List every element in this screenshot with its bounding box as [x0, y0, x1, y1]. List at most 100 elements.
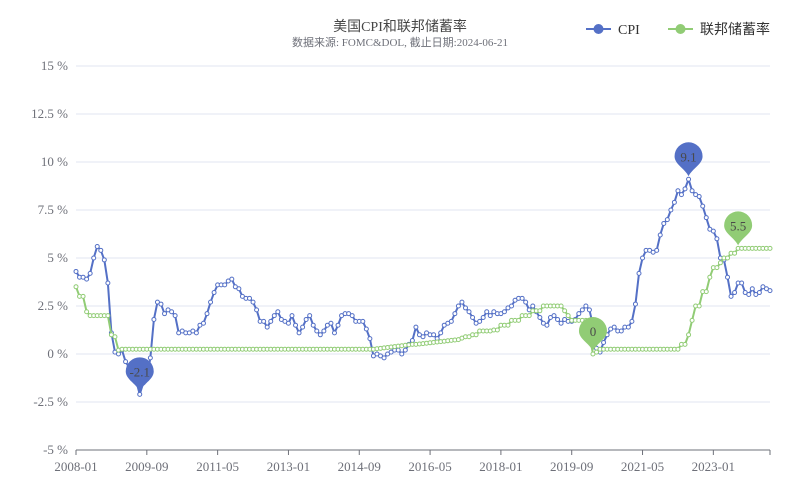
data-point [636, 270, 642, 276]
legend-item-cpi[interactable]: CPI [586, 23, 640, 38]
data-point [537, 315, 543, 321]
data-point [725, 255, 731, 261]
data-point [303, 316, 309, 322]
data-point [696, 194, 702, 200]
data-point [123, 359, 129, 365]
data-point [640, 255, 646, 261]
chart-subtitle: 数据来源: FOMC&DOL, 截止日期:2024-06-21 [292, 35, 508, 49]
data-point [80, 293, 86, 299]
data-point [87, 270, 93, 276]
data-point [714, 236, 720, 242]
data-point [487, 313, 493, 319]
y-tick-label: 10 % [41, 154, 68, 169]
data-point [558, 320, 564, 326]
x-tick-label: 2011-05 [196, 459, 239, 474]
data-point [565, 313, 571, 319]
data-point [746, 291, 752, 297]
marker-pin-shape [724, 211, 753, 246]
data-point [678, 192, 684, 198]
data-point [544, 322, 550, 328]
data-point [466, 309, 472, 315]
data-point [402, 347, 408, 353]
data-point [317, 332, 323, 338]
data-point [558, 303, 564, 309]
value-markers: -2.1 9.1 0 5.5 [125, 142, 753, 392]
y-tick-label: -2.5 % [33, 394, 68, 409]
legend-item-fed-rate[interactable]: 联邦储蓄率 [668, 21, 770, 38]
series-line [75, 178, 771, 396]
marker-value-label: 5.5 [730, 218, 746, 233]
y-tick-label: -5 % [43, 442, 68, 457]
x-tick-label: 2013-01 [267, 459, 310, 474]
legend[interactable]: CPI 联邦储蓄率 [586, 21, 770, 38]
data-point [494, 327, 500, 333]
data-point [455, 303, 461, 309]
data-point [686, 332, 692, 338]
x-tick-label: 2009-09 [125, 459, 168, 474]
marker-pin-shape [674, 142, 703, 177]
grid-lines [76, 65, 770, 451]
data-point [211, 290, 217, 296]
marker-pin-shape [125, 357, 154, 392]
legend-symbol [675, 24, 686, 34]
legend-label: CPI [618, 23, 640, 38]
data-point [413, 324, 419, 330]
data-point [452, 311, 458, 317]
data-point [756, 290, 762, 296]
marker-value-label: 0 [590, 324, 597, 339]
data-point [328, 320, 334, 326]
data-point [84, 309, 90, 315]
legend-symbol [593, 24, 604, 34]
value-marker-pin: -2.1 [125, 357, 154, 392]
data-point [611, 324, 617, 330]
value-marker-pin: 9.1 [674, 142, 703, 177]
data-point [275, 309, 281, 315]
series-fed-rate [73, 245, 773, 357]
data-point [381, 355, 387, 361]
data-point [509, 303, 515, 309]
data-point [349, 313, 355, 319]
data-point [268, 318, 274, 324]
data-point [480, 315, 486, 321]
data-point [484, 309, 490, 315]
data-point [367, 336, 373, 342]
data-point [576, 311, 582, 317]
data-point [523, 299, 529, 305]
data-point [112, 334, 118, 340]
data-point [360, 318, 366, 324]
data-point [594, 349, 599, 355]
data-point [285, 320, 291, 326]
y-tick-label: 15 % [41, 58, 68, 73]
marker-pin-shape [578, 317, 607, 351]
data-point [105, 313, 111, 319]
data-point [247, 295, 252, 301]
data-point [162, 311, 168, 317]
data-point [732, 290, 738, 296]
y-tick-label: 2.5 % [38, 298, 69, 313]
data-point [101, 257, 107, 263]
data-point [208, 299, 214, 305]
data-point [147, 355, 153, 361]
data-point [707, 274, 713, 280]
data-point [562, 308, 568, 314]
data-point [682, 186, 688, 192]
data-point [477, 318, 483, 324]
x-tick-label: 2021-05 [621, 459, 664, 474]
data-point [501, 309, 507, 315]
data-point [625, 324, 631, 330]
data-point [473, 332, 479, 338]
data-point [310, 322, 316, 328]
data-point [703, 289, 709, 295]
data-point [714, 265, 720, 271]
data-point [703, 215, 709, 221]
x-tick-label: 2018-01 [479, 459, 522, 474]
data-point [682, 341, 688, 347]
data-point [363, 326, 369, 332]
data-point [654, 247, 660, 253]
data-point [229, 276, 235, 282]
data-point [462, 305, 468, 311]
data-point [448, 318, 454, 324]
chart-title: 美国CPI和联邦储蓄率 [333, 18, 467, 35]
data-point [516, 317, 522, 323]
y-tick-label: 5 % [47, 250, 68, 265]
